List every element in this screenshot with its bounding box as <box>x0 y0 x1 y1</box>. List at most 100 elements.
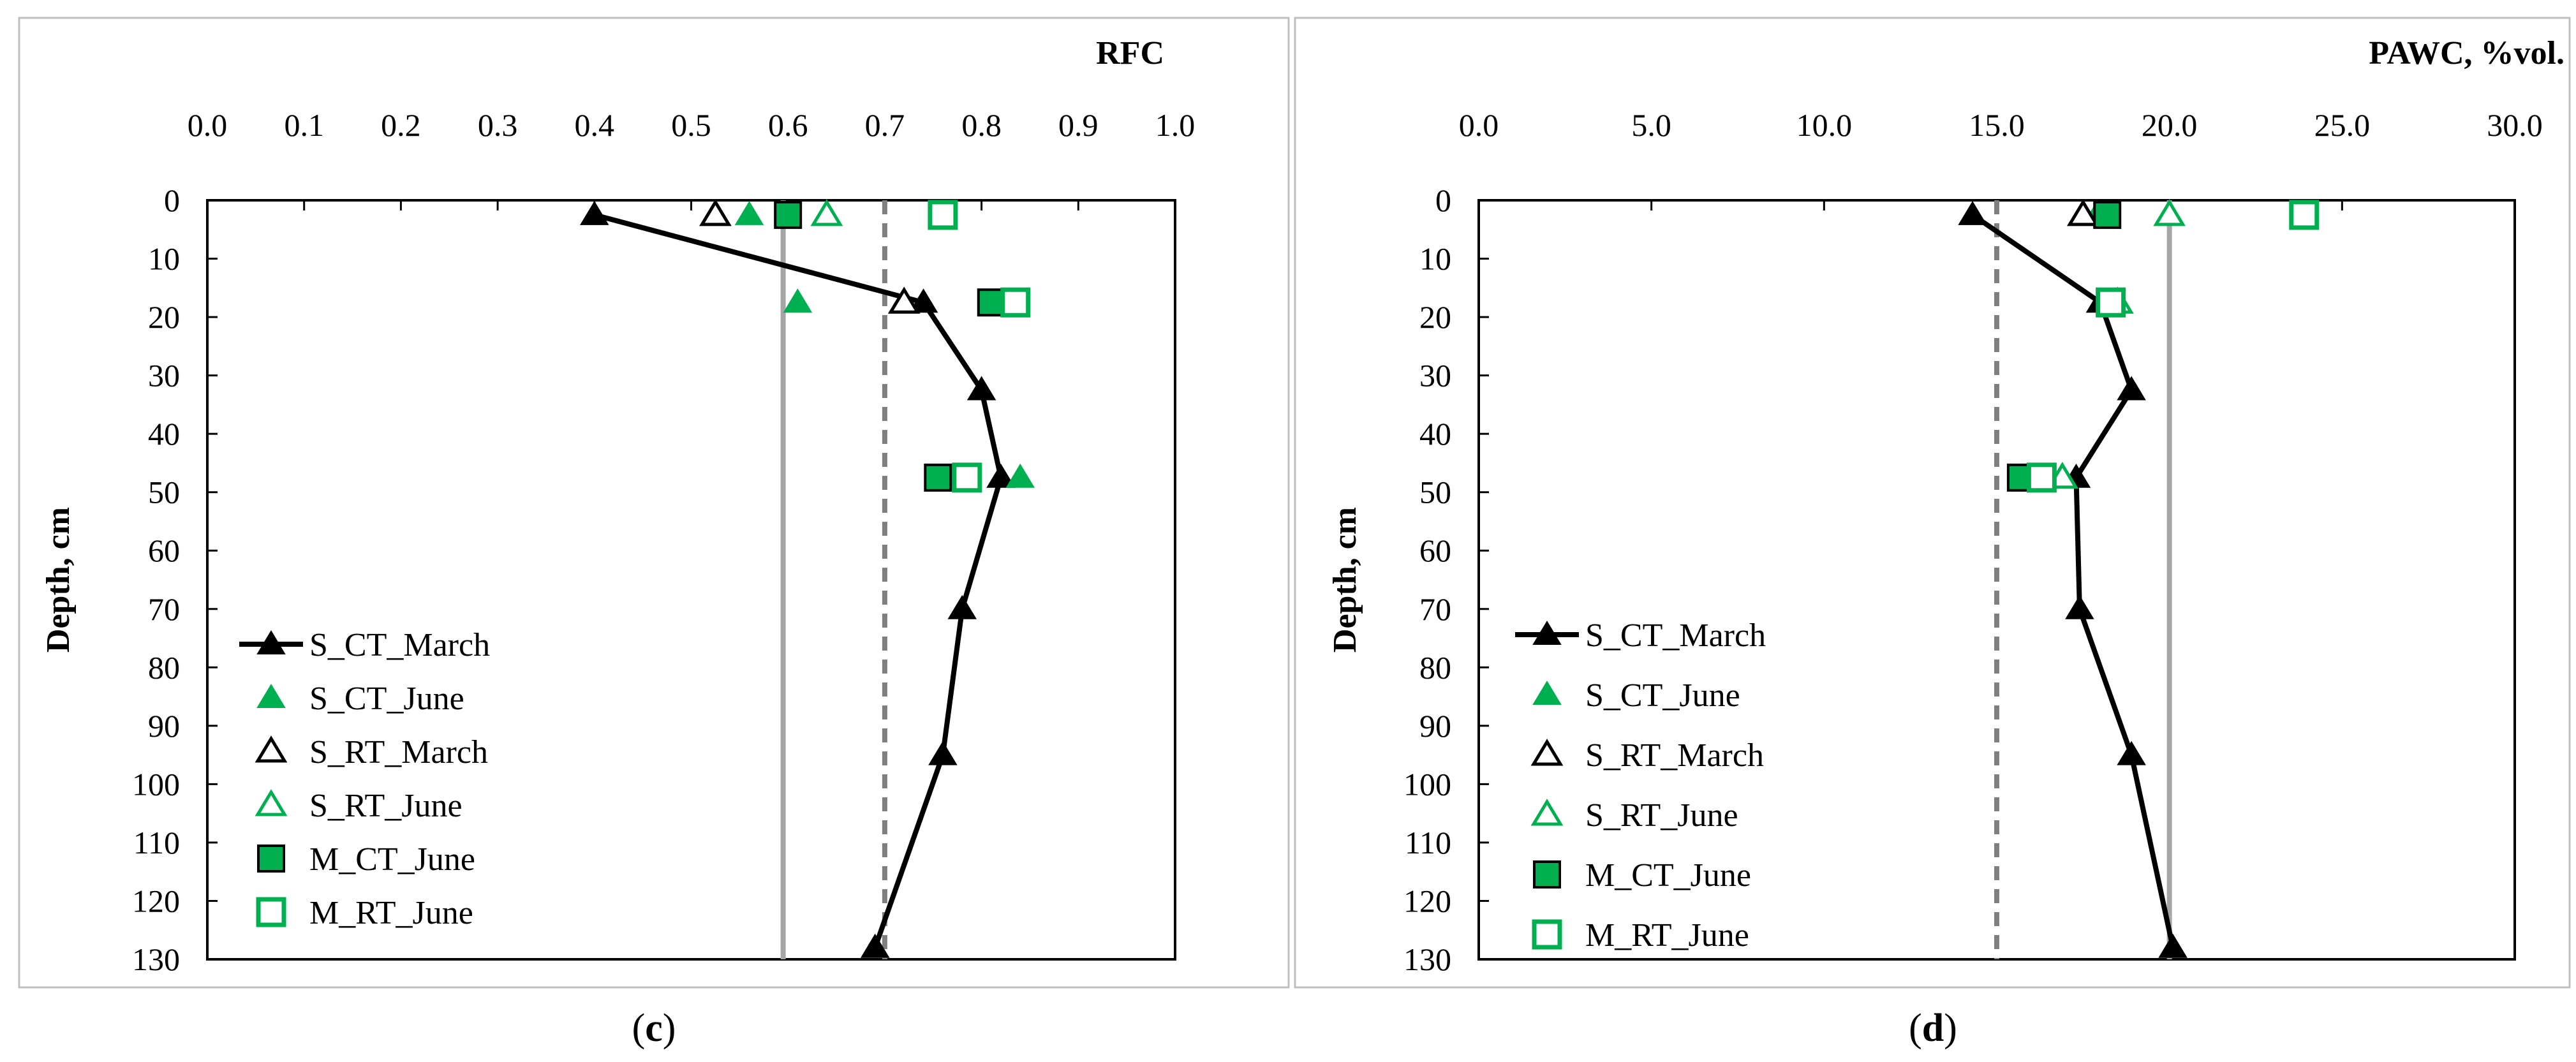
point-M_CT_June <box>977 288 1005 317</box>
y-tick-label: 120 <box>132 883 180 918</box>
x-tick-label: 0.4 <box>575 107 615 143</box>
y-tick-label: 90 <box>148 708 180 744</box>
point-S_CT_June <box>1005 463 1035 488</box>
y-tick-label: 50 <box>1419 475 1451 510</box>
point-S_CT_March <box>2065 594 2094 619</box>
y-tick-label: 130 <box>1403 941 1451 977</box>
caption-d: (d) <box>1909 1007 1957 1050</box>
x-tick-label: 1.0 <box>1155 107 1195 143</box>
point-M_RT_June <box>2096 287 2126 318</box>
point-M_RT_June <box>2026 462 2057 493</box>
legend-label-S_RT_March: S_RT_March <box>309 734 488 771</box>
y-tick-label: 80 <box>1419 649 1451 685</box>
y-tick-label: 0 <box>1435 182 1451 218</box>
x-tick-label: 15.0 <box>1969 107 2025 143</box>
point-S_CT_March <box>2158 933 2187 958</box>
legend-label-S_CT_June: S_CT_June <box>1585 677 1740 714</box>
x-tick-label: 10.0 <box>1796 107 1853 143</box>
y-tick-label: 10 <box>1419 241 1451 277</box>
legend-marker-M_CT_June <box>257 844 285 873</box>
point-M_RT_June <box>1000 287 1031 318</box>
point-S_RT_March <box>2066 199 2099 226</box>
y-tick-label: 40 <box>148 416 180 452</box>
x-tick-label: 0.3 <box>478 107 518 143</box>
y-tick-label: 100 <box>1403 766 1451 802</box>
legend-marker-S_RT_March <box>255 735 288 763</box>
legend-marker-M_RT_June <box>1532 919 1562 950</box>
panel-d-frame <box>1294 17 2571 989</box>
point-S_CT_March <box>947 594 977 619</box>
x-tick-label: 0.1 <box>284 107 324 143</box>
legend-label-S_RT_June: S_RT_June <box>1585 797 1738 834</box>
y-tick-label: 50 <box>148 475 180 510</box>
legend-label-M_CT_June: M_CT_June <box>309 841 475 878</box>
y-tick-label: 70 <box>1419 591 1451 627</box>
x-tick-label: 0.7 <box>865 107 905 143</box>
point-S_CT_March <box>966 376 996 401</box>
point-S_CT_June <box>734 200 764 225</box>
legend: S_CT_March S_CT_June S_RT_March S_RT_June M_… <box>1515 617 1766 954</box>
legend: S_CT_March S_CT_June S_RT_March S_RT_June M_… <box>239 627 490 931</box>
y-tick-label: 30 <box>148 358 180 394</box>
legend-label-S_CT_March: S_CT_March <box>1585 617 1766 654</box>
y-tick-label: 110 <box>1405 825 1451 860</box>
y-tick-label: 20 <box>148 299 180 335</box>
point-S_CT_March <box>928 741 958 765</box>
point-S_CT_March <box>1958 200 1987 225</box>
legend-marker-S_CT_March <box>1532 621 1562 645</box>
legend-label-M_RT_June: M_RT_June <box>309 895 473 931</box>
x-tick-label: 30.0 <box>2487 107 2543 143</box>
legend-marker-S_RT_June <box>1530 799 1564 826</box>
x-tick-label: 0.2 <box>381 107 421 143</box>
legend-label-S_RT_March: S_RT_March <box>1585 737 1764 774</box>
x-tick-label: 0.5 <box>671 107 711 143</box>
legend-marker-S_RT_June <box>255 789 288 816</box>
panel-c-chart: 0.0 0.1 0.2 0.3 0.4 0.5 0.6 0.7 0.8 0.9 1.0 0 10 20 30… <box>40 35 1195 977</box>
y-tick-label: 60 <box>1419 533 1451 568</box>
point-S_CT_March <box>860 933 890 958</box>
panel-d-chart: 0.0 5.0 10.0 15.0 20.0 25.0 30.0 0 10 20 30 40 50 60 7… <box>1327 35 2565 977</box>
y-tick-label: 0 <box>164 182 180 218</box>
y-tick-label: 10 <box>148 241 180 277</box>
legend-marker-M_CT_June <box>1533 860 1561 889</box>
point-M_CT_June <box>774 200 803 229</box>
panel-c-frame <box>18 17 1290 989</box>
point-S_RT_March <box>887 286 921 314</box>
y-tick-label: 110 <box>133 825 180 860</box>
legend-label-S_CT_June: S_CT_June <box>309 681 464 717</box>
x-tick-label: 0.0 <box>188 107 228 143</box>
point-S_RT_March <box>699 199 732 226</box>
legend-marker-M_RT_June <box>256 897 286 927</box>
caption-c: (c) <box>632 1007 676 1050</box>
point-S_CT_March <box>986 463 1016 488</box>
point-M_RT_June <box>952 462 982 493</box>
y-tick-label: 100 <box>132 766 180 802</box>
point-S_CT_March <box>580 200 609 225</box>
y-tick-label: 30 <box>1419 358 1451 394</box>
legend-label-S_RT_June: S_RT_June <box>309 788 463 824</box>
legend-marker-S_CT_June <box>256 684 286 708</box>
x-axis-title: RFC <box>1096 35 1164 71</box>
y-tick-label: 90 <box>1419 708 1451 744</box>
y-tick-label: 120 <box>1403 883 1451 918</box>
y-tick-label: 60 <box>148 533 180 568</box>
y-tick-label: 70 <box>148 591 180 627</box>
point-S_RT_June <box>810 199 843 226</box>
x-tick-label: 0.6 <box>768 107 808 143</box>
x-tick-label: 0.9 <box>1058 107 1099 143</box>
point-M_RT_June <box>928 200 958 230</box>
legend-label-M_RT_June: M_RT_June <box>1585 917 1749 954</box>
y-axis-title: Depth, cm <box>1327 507 1363 653</box>
point-M_RT_June <box>2289 200 2320 230</box>
point-S_CT_March <box>2117 741 2146 765</box>
legend-marker-S_CT_March <box>256 630 286 654</box>
point-S_CT_June <box>783 288 813 313</box>
point-S_CT_March <box>908 288 938 313</box>
point-M_CT_June <box>2093 200 2122 229</box>
y-tick-label: 80 <box>148 649 180 685</box>
y-axis-title: Depth, cm <box>40 507 77 653</box>
legend-label-S_CT_March: S_CT_March <box>309 627 490 663</box>
legend-marker-S_RT_March <box>1530 739 1564 766</box>
x-tick-label: 0.8 <box>961 107 1002 143</box>
